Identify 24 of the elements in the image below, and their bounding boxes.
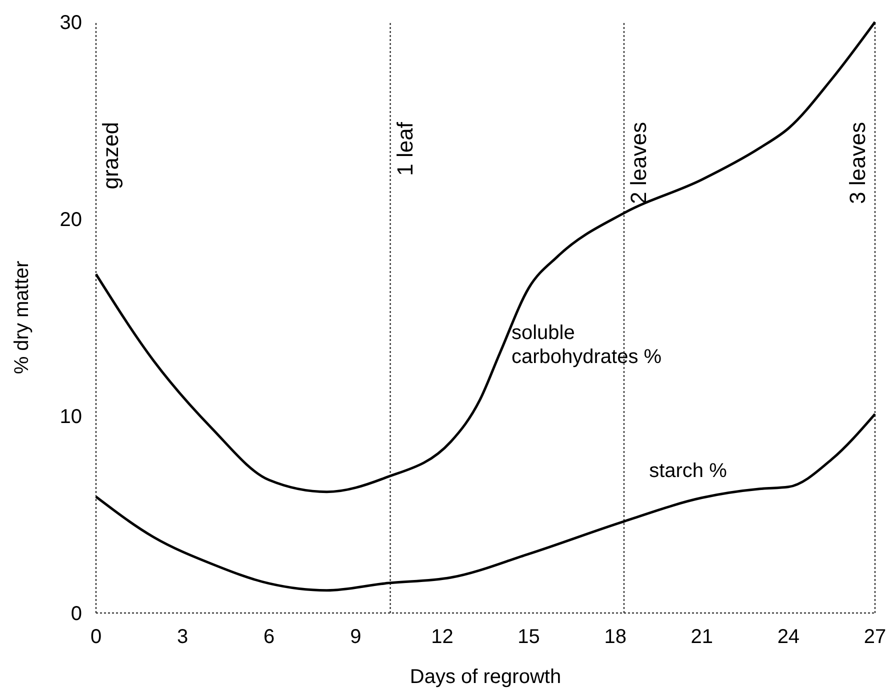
y-tick-label: 10 <box>60 406 82 428</box>
y-tick-label: 0 <box>70 603 82 625</box>
y-tick-label: 20 <box>60 209 82 231</box>
x-tick-label: 12 <box>431 626 454 648</box>
x-tick-label: 21 <box>690 626 714 648</box>
x-tick-label: 3 <box>176 626 188 648</box>
ref-line-label: 3 leaves <box>845 122 870 204</box>
x-tick-label: 0 <box>90 626 102 648</box>
x-tick-label: 24 <box>777 626 800 648</box>
annotation: soluble carbohydrates % <box>511 322 662 368</box>
x-tick-label: 27 <box>864 626 886 648</box>
y-axis-title: % dry matter <box>11 260 33 374</box>
x-tick-label: 18 <box>604 626 626 648</box>
x-tick-label: 6 <box>264 626 275 648</box>
x-axis-title: Days of regrowth <box>410 666 562 688</box>
ref-line-label: 2 leaves <box>626 122 651 204</box>
ref-line-label: grazed <box>98 122 123 190</box>
annotation: starch % <box>649 460 728 482</box>
x-tick-label: 9 <box>350 626 362 648</box>
y-tick-label: 30 <box>60 12 82 34</box>
x-tick-label: 15 <box>518 626 540 648</box>
line-series <box>94 20 876 494</box>
ref-line-label: 1 leaf <box>392 121 418 176</box>
line-series <box>94 412 876 592</box>
